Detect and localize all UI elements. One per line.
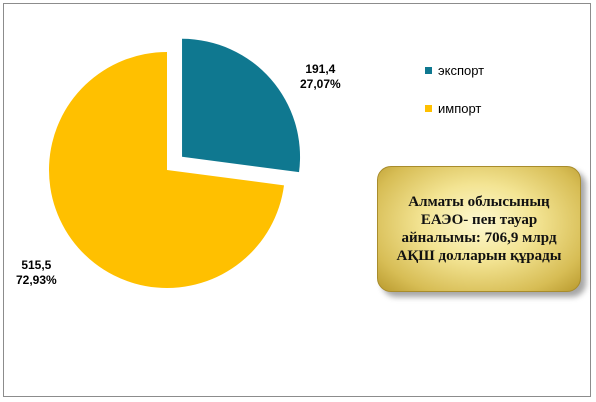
legend-label-import: импорт (438, 100, 482, 116)
import-data-label: 515,5 72,93% (16, 258, 57, 288)
annotation-text: Алматы облысының ЕАЭО- пен тауар айналым… (396, 194, 562, 264)
import-value-label: 515,5 (21, 258, 52, 272)
annotation-box: Алматы облысының ЕАЭО- пен тауар айналым… (377, 166, 581, 292)
legend-swatch-import (425, 104, 432, 112)
legend: экспорт импорт (425, 60, 484, 136)
import-percent-label: 72,93% (16, 273, 57, 287)
legend-item-export: экспорт (425, 60, 484, 80)
pie-slice-import (49, 52, 284, 288)
export-data-label: 191,4 27,07% (300, 62, 341, 92)
pie-slice-export (182, 38, 301, 173)
export-value-label: 191,4 (305, 62, 336, 76)
legend-swatch-export (425, 66, 432, 74)
legend-item-import: импорт (425, 98, 484, 118)
export-percent-label: 27,07% (300, 77, 341, 91)
legend-label-export: экспорт (438, 62, 485, 78)
